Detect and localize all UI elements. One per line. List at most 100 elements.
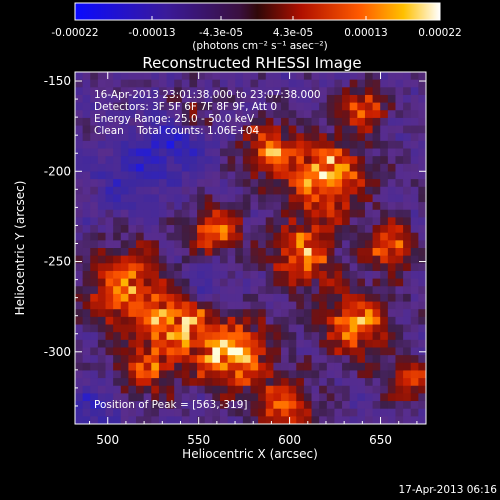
heatmap-cell: [128, 217, 137, 226]
heatmap-cell: [395, 171, 404, 180]
heatmap-cell: [311, 110, 320, 119]
heatmap-cell: [174, 347, 183, 356]
heatmap-cell: [349, 225, 358, 234]
heatmap-cell: [189, 255, 198, 264]
heatmap-cell: [326, 133, 336, 142]
heatmap-cell: [197, 332, 206, 341]
heatmap-cell: [242, 286, 252, 295]
heatmap-cell: [410, 102, 419, 111]
heatmap-cell: [387, 72, 397, 81]
heatmap-cell: [212, 209, 221, 218]
heatmap-cell: [120, 163, 130, 173]
heatmap-cell: [265, 209, 274, 218]
heatmap-cell: [265, 171, 274, 180]
heatmap-cell: [197, 156, 206, 165]
heatmap-cell: [342, 148, 351, 157]
heatmap-cell: [90, 225, 99, 234]
heatmap-cell: [143, 293, 152, 303]
heatmap-cell: [395, 263, 404, 272]
heatmap-cell: [410, 347, 419, 356]
heatmap-cell: [334, 148, 343, 157]
heatmap-cell: [90, 125, 99, 134]
heatmap-cell: [387, 255, 397, 264]
heatmap-cell: [120, 209, 130, 218]
heatmap-cell: [281, 171, 290, 180]
heatmap-cell: [120, 148, 130, 157]
heatmap-cell: [97, 263, 107, 272]
heatmap-cell: [242, 301, 252, 310]
heatmap-cell: [258, 255, 267, 264]
heatmap-cell: [380, 110, 389, 119]
heatmap-cell: [250, 309, 259, 318]
heatmap-cell: [75, 186, 84, 196]
heatmap-cell: [364, 385, 374, 394]
heatmap-cell: [395, 347, 404, 356]
heatmap-cell: [250, 255, 259, 264]
heatmap-cell: [128, 293, 137, 303]
heatmap-cell: [265, 156, 274, 165]
heatmap-cell: [296, 202, 305, 211]
heatmap-cell: [242, 163, 252, 173]
heatmap-cell: [128, 156, 137, 165]
heatmap-cell: [342, 202, 351, 211]
heatmap-cell: [418, 293, 426, 303]
heatmap-cell: [387, 401, 397, 410]
heatmap-cell: [212, 293, 221, 303]
heatmap-cell: [372, 263, 381, 272]
heatmap-cell: [219, 362, 229, 372]
heatmap-cell: [151, 110, 160, 119]
heatmap-cell: [82, 217, 91, 226]
heatmap-cell: [219, 263, 229, 272]
heatmap-cell: [120, 72, 130, 81]
heatmap-cell: [418, 248, 426, 257]
heatmap-cell: [364, 217, 374, 226]
heatmap-cell: [326, 293, 336, 303]
heatmap-cell: [250, 110, 259, 119]
heatmap-cell: [166, 171, 175, 180]
heatmap-cell: [265, 94, 274, 104]
heatmap-cell: [326, 217, 336, 226]
heatmap-cell: [342, 370, 351, 379]
heatmap-cell: [342, 232, 351, 241]
heatmap-cell: [189, 156, 198, 165]
heatmap-cell: [82, 408, 91, 417]
heatmap-cell: [296, 393, 305, 402]
heatmap-cell: [242, 117, 252, 127]
heatmap-cell: [242, 270, 252, 280]
heatmap-cell: [82, 194, 91, 203]
heatmap-cell: [242, 125, 252, 134]
heatmap-cell: [342, 79, 351, 88]
heatmap-cell: [288, 156, 297, 165]
heatmap-cell: [334, 72, 343, 81]
heatmap-cell: [181, 79, 191, 88]
heatmap-cell: [319, 148, 328, 157]
heatmap-cell: [181, 148, 191, 157]
heatmap-cell: [403, 110, 412, 119]
heatmap-cell: [75, 240, 84, 249]
heatmap-cell: [166, 79, 175, 88]
heatmap-cell: [273, 209, 282, 218]
heatmap-cell: [181, 209, 191, 218]
heatmap-cell: [395, 156, 404, 165]
heatmap-cell: [166, 87, 175, 96]
heatmap-cell: [174, 401, 183, 410]
heatmap-cell: [380, 408, 389, 417]
heatmap-cell: [281, 301, 290, 310]
heatmap-cell: [326, 301, 336, 310]
heatmap-cell: [181, 110, 191, 119]
heatmap-cell: [380, 217, 389, 226]
heatmap-cell: [242, 248, 252, 257]
heatmap-cell: [75, 270, 84, 280]
heatmap-cell: [258, 378, 267, 387]
heatmap-cell: [174, 217, 183, 226]
heatmap-cell: [364, 286, 374, 295]
heatmap-cell: [372, 301, 381, 310]
heatmap-cell: [319, 309, 328, 318]
heatmap-cell: [181, 355, 191, 364]
heatmap-cell: [258, 209, 267, 218]
heatmap-cell: [349, 408, 358, 417]
heatmap-cell: [82, 355, 91, 364]
heatmap-cell: [219, 225, 229, 234]
heatmap-cell: [273, 263, 282, 272]
heatmap-cell: [342, 339, 351, 349]
